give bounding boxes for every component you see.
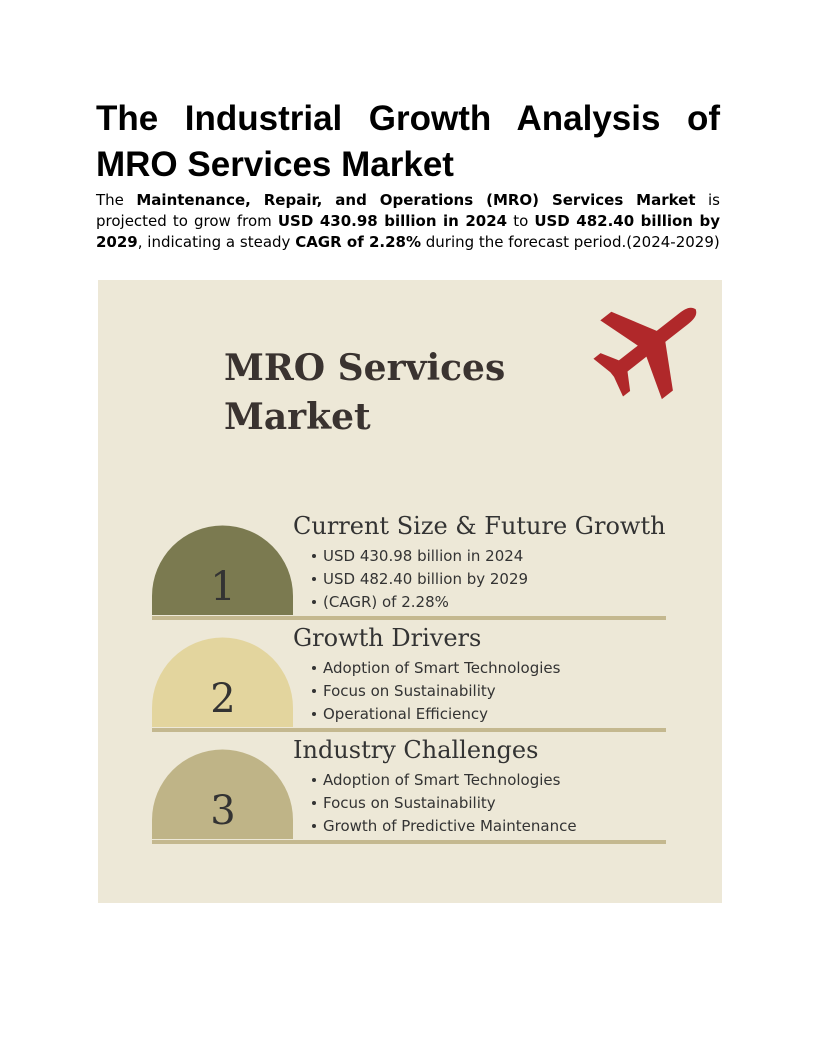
bullet-item: USD 482.40 billion by 2029 — [323, 570, 528, 588]
dome — [152, 637, 293, 727]
plane-icon — [593, 307, 697, 400]
intro-text: CAGR of 2.28% — [295, 233, 421, 251]
bullet — [312, 554, 316, 558]
intro-text: The — [96, 191, 137, 209]
bullet-item: Adoption of Smart Technologies — [323, 659, 561, 677]
bullet-item: USD 430.98 billion in 2024 — [323, 547, 523, 565]
bullet — [312, 778, 316, 782]
intro-text: to — [507, 212, 535, 230]
bullet — [312, 712, 316, 716]
section-number: 2 — [210, 676, 235, 722]
bullet-item: Growth of Predictive Maintenance — [323, 817, 577, 835]
dome — [152, 525, 293, 615]
divider — [152, 616, 666, 620]
intro-text: is projected to grow from — [96, 191, 720, 230]
bullet-item: Adoption of Smart Technologies — [323, 771, 561, 789]
bullet — [312, 600, 316, 604]
bullet-item: Focus on Sustainability — [323, 794, 496, 812]
infographic: MRO Services Market 1 Current Size & Futu… — [98, 280, 722, 903]
divider — [152, 840, 666, 844]
section-number: 3 — [210, 788, 235, 834]
bullet — [312, 689, 316, 693]
bullet — [312, 801, 316, 805]
section-heading: Industry Challenges — [293, 736, 538, 764]
bullet-item: Focus on Sustainability — [323, 682, 496, 700]
bullet — [312, 824, 316, 828]
intro-text: USD 430.98 billion in 2024 — [277, 212, 508, 230]
intro: The Maintenance, Repair, and Operations … — [96, 190, 720, 253]
intro-text: Maintenance, Repair, and Operations (MRO… — [136, 191, 696, 209]
info-title: MRO Services — [224, 347, 505, 389]
bullet-item: Operational Efficiency — [323, 705, 488, 723]
bullet — [312, 666, 316, 670]
intro-text: , indicating a steady — [137, 233, 296, 251]
bullet-item: (CAGR) of 2.28% — [323, 593, 449, 611]
bullet — [312, 577, 316, 581]
title: The Industrial Growth Analysis of MRO Se… — [96, 96, 720, 188]
section-number: 1 — [210, 564, 235, 610]
dome — [152, 749, 293, 839]
section-heading: Growth Drivers — [293, 624, 481, 652]
info-title: Market — [224, 396, 371, 438]
intro-text: USD 482.40 billion by 2029 — [96, 212, 721, 251]
intro-text: during the forecast period.(2024-2029) — [420, 233, 720, 251]
title-line: MRO Services Market — [96, 145, 454, 184]
section-heading: Current Size & Future Growth — [293, 512, 666, 540]
divider — [152, 728, 666, 732]
title-line: The Industrial Growth Analysis of — [96, 99, 720, 138]
